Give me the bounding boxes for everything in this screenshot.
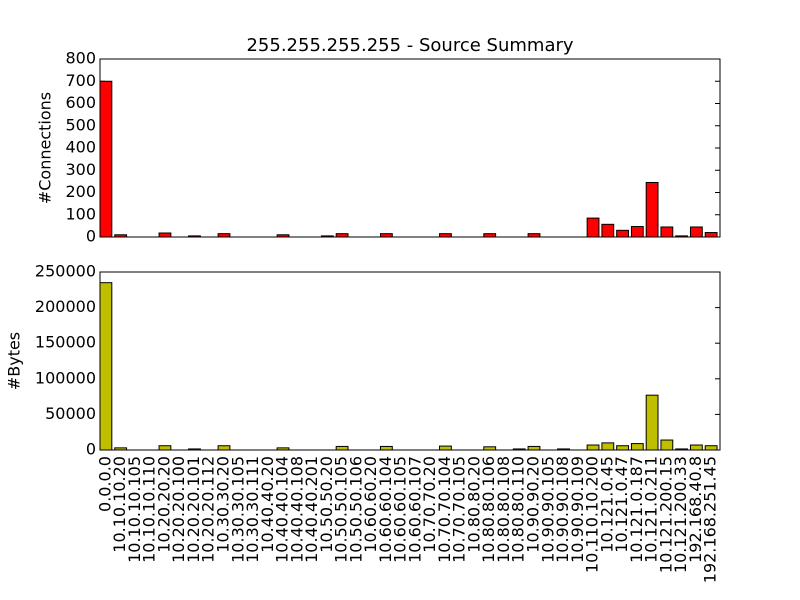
bar	[439, 445, 452, 451]
bar	[704, 232, 718, 238]
x-tick-label: 10.30.30.111	[243, 456, 262, 563]
x-tick-label: 10.70.70.104	[435, 456, 454, 563]
bar	[527, 233, 541, 238]
x-tick-label: 10.10.10.105	[125, 456, 144, 563]
y-tick-label: 500	[65, 115, 96, 134]
x-tick-label: 10.70.70.105	[450, 456, 469, 563]
x-tick-label: 10.80.80.108	[494, 456, 513, 563]
y-axis-label: #Bytes	[5, 332, 24, 390]
y-tick-label: 100	[65, 204, 96, 223]
x-tick-label: 10.20.20.112	[199, 456, 218, 563]
bar	[586, 217, 600, 238]
chart-title: 255.255.255.255 - Source Summary	[246, 35, 573, 56]
bar	[527, 445, 541, 451]
x-tick-label: 10.90.90.20	[524, 456, 543, 553]
y-tick-label: 200000	[35, 297, 96, 316]
bar	[645, 181, 659, 238]
y-tick-label: 250000	[35, 262, 96, 281]
x-tick-label: 10.80.80.20	[464, 456, 483, 553]
bar	[335, 233, 349, 238]
x-tick-label: 10.40.40.108	[287, 456, 306, 563]
bar	[601, 442, 615, 451]
x-tick-label: 10.121.200.15	[656, 456, 675, 573]
x-tick-label: 10.60.60.20	[361, 456, 380, 553]
x-tick-label: 10.60.60.104	[376, 456, 395, 563]
bar	[158, 445, 172, 451]
x-tick-label: 10.10.10.20	[110, 456, 129, 553]
x-tick-label: 10.30.30.20	[214, 456, 233, 553]
y-tick-label: 100000	[35, 368, 96, 387]
x-tick-label: 10.20.20.100	[169, 456, 188, 563]
bar	[630, 226, 644, 238]
y-axis-label: #Connections	[36, 92, 55, 204]
bar	[379, 445, 393, 451]
bar	[379, 233, 393, 238]
bar	[660, 439, 674, 451]
y-tick-label: 800	[65, 49, 96, 68]
bar	[704, 445, 718, 451]
bar	[645, 394, 659, 451]
x-tick-label: 10.70.70.20	[420, 456, 439, 553]
x-tick-label: 10.40.40.20	[258, 456, 277, 553]
x-tick-label: 10.60.60.107	[405, 456, 424, 563]
x-tick-label: 10.80.80.106	[479, 456, 498, 563]
x-tick-label: 10.20.20.20	[154, 456, 173, 553]
x-tick-label: 10.121.0.187	[627, 456, 646, 563]
bar	[217, 233, 231, 238]
bar	[601, 223, 615, 238]
y-tick-label: 50000	[45, 404, 96, 423]
x-tick-label: 10.110.10.200	[583, 456, 602, 573]
x-tick-label: 0.0.0.0	[95, 456, 114, 512]
y-tick-label: 0	[86, 227, 96, 246]
x-tick-label: 10.50.50.105	[332, 456, 351, 563]
bar	[483, 233, 497, 238]
bar	[99, 282, 113, 451]
y-tick-label: 0	[86, 440, 96, 459]
bar	[217, 445, 231, 451]
x-tick-label: 10.80.80.110	[509, 456, 528, 563]
bar	[158, 232, 172, 238]
x-tick-label: 192.168.40.8	[686, 456, 705, 563]
bar	[586, 444, 600, 451]
bar	[616, 229, 629, 238]
x-tick-label: 10.90.90.108	[553, 456, 572, 563]
x-tick-label: 10.40.40.201	[302, 456, 321, 563]
y-tick-label: 300	[65, 160, 96, 179]
x-tick-label: 10.40.40.104	[273, 456, 292, 563]
x-tick-label: 10.50.50.20	[317, 456, 336, 553]
x-tick-label: 10.10.10.110	[140, 456, 159, 563]
x-tick-label: 10.20.20.101	[184, 456, 203, 563]
y-tick-label: 200	[65, 182, 96, 201]
y-tick-label: 400	[65, 138, 96, 157]
bar	[616, 445, 629, 451]
x-tick-label: 192.168.251.45	[701, 456, 720, 583]
x-tick-label: 10.121.200.33	[671, 456, 690, 573]
x-tick-label: 10.121.0.47	[612, 456, 631, 553]
bar	[689, 226, 703, 238]
bar	[689, 444, 703, 451]
x-tick-label: 10.90.90.105	[538, 456, 557, 563]
x-tick-label: 10.60.60.105	[391, 456, 410, 563]
bar	[660, 226, 674, 238]
y-tick-label: 600	[65, 93, 96, 112]
x-tick-label: 10.90.90.109	[568, 456, 587, 563]
bar	[99, 80, 113, 238]
plot-frame	[99, 58, 721, 238]
x-tick-label: 10.121.0.211	[642, 456, 661, 563]
x-tick-label: 10.30.30.105	[228, 456, 247, 563]
y-tick-label: 700	[65, 71, 96, 90]
y-tick-label: 150000	[35, 333, 96, 352]
x-tick-label: 10.50.50.106	[346, 456, 365, 563]
plot-frame	[99, 271, 721, 451]
bar	[335, 445, 349, 451]
x-tick-label: 10.121.0.45	[597, 456, 616, 553]
bar	[630, 443, 644, 451]
bar	[439, 233, 452, 238]
